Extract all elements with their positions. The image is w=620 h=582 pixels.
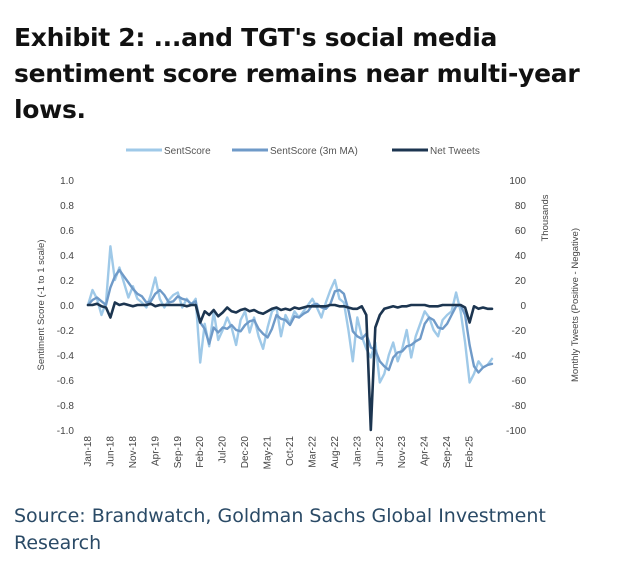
- right-tick-label: 100: [509, 176, 526, 187]
- x-tick-label: Nov-18: [128, 436, 139, 469]
- legend-item-net-tweets: Net Tweets: [392, 146, 480, 157]
- left-tick-label: -1.0: [57, 426, 75, 437]
- left-tick-label: 0.2: [60, 276, 74, 287]
- x-tick-label: Sep-19: [173, 436, 184, 469]
- right-axis-label: Monthly Tweets (Positive - Negative): [570, 228, 581, 382]
- series-line-net-tweets: [86, 301, 494, 432]
- left-tick-label: -0.2: [57, 326, 75, 337]
- right-tick-label: 60: [515, 226, 527, 237]
- right-tick-label: 20: [515, 276, 527, 287]
- x-axis-ticks: Jan-18 Jun-18 Nov-18 Apr-19 Sep-19 Feb-20 Jul-…: [83, 436, 476, 470]
- right-tick-label: -100: [506, 426, 526, 437]
- x-tick-label: Oct-21: [285, 436, 296, 466]
- x-tick-label: Jan-18: [83, 436, 94, 467]
- x-tick-label: Jan-23: [352, 436, 363, 467]
- x-tick-label: Dec-20: [240, 436, 251, 469]
- left-tick-label: -0.6: [57, 376, 75, 387]
- left-tick-label: 1.0: [60, 176, 74, 187]
- series-layer: [86, 245, 494, 432]
- left-tick-label: 0.6: [60, 226, 74, 237]
- exhibit-title: Exhibit 2: ...and TGT's social media sen…: [14, 23, 580, 124]
- right-tick-label: 0: [520, 301, 526, 312]
- x-tick-label: Nov-23: [397, 436, 408, 469]
- left-tick-label: 0.0: [60, 301, 74, 312]
- left-tick-label: 0.4: [60, 251, 74, 262]
- x-tick-label: Jun-23: [375, 436, 386, 467]
- x-tick-label: Apr-19: [150, 436, 161, 466]
- right-tick-label: -80: [512, 401, 527, 412]
- x-tick-label: Feb-20: [195, 436, 206, 468]
- right-tick-label: 80: [515, 201, 527, 212]
- left-tick-label: -0.8: [57, 401, 75, 412]
- x-tick-label: Mar-22: [307, 436, 318, 468]
- x-tick-label: May-21: [263, 436, 274, 470]
- legend: SentScore SentScore (3m MA) Net Tweets: [126, 146, 480, 157]
- x-tick-label: Sep-24: [442, 436, 453, 469]
- x-tick-label: Feb-25: [465, 436, 476, 468]
- series-line-sentscore-ma: [86, 268, 494, 374]
- legend-item-sentscore: SentScore: [126, 146, 211, 157]
- right-tick-label: -40: [512, 351, 527, 362]
- legend-label-net-tweets: Net Tweets: [430, 146, 480, 157]
- legend-label-sentscore-ma: SentScore (3m MA): [270, 146, 358, 157]
- source-note: Source: Brandwatch, Goldman Sachs Global…: [14, 505, 546, 554]
- x-tick-label: Apr-24: [420, 436, 431, 466]
- series-line-sentscore: [86, 245, 494, 384]
- right-axis-units-label: Thousands: [540, 194, 551, 241]
- x-tick-label: Jul-20: [218, 436, 229, 464]
- x-tick-label: Aug-22: [330, 436, 341, 469]
- x-tick-label: Jun-18: [105, 436, 116, 467]
- left-tick-label: -0.4: [57, 351, 75, 362]
- right-tick-label: -60: [512, 376, 527, 387]
- left-tick-label: 0.8: [60, 201, 74, 212]
- right-tick-label: -20: [512, 326, 527, 337]
- right-tick-label: 40: [515, 251, 527, 262]
- right-axis-ticks: 100 80 60 40 20 0 -20 -40 -60 -80 -100: [506, 176, 526, 437]
- sentiment-chart: SentScore SentScore (3m MA) Net Tweets S…: [36, 146, 581, 470]
- legend-label-sentscore: SentScore: [164, 146, 211, 157]
- left-axis-label: Sentiment Score (-1 to 1 scale): [36, 240, 47, 371]
- left-axis-ticks: 1.0 0.8 0.6 0.4 0.2 0.0 -0.2 -0.4 -0.6 -0.8 -1.0: [57, 176, 75, 437]
- legend-item-sentscore-ma: SentScore (3m MA): [232, 146, 358, 157]
